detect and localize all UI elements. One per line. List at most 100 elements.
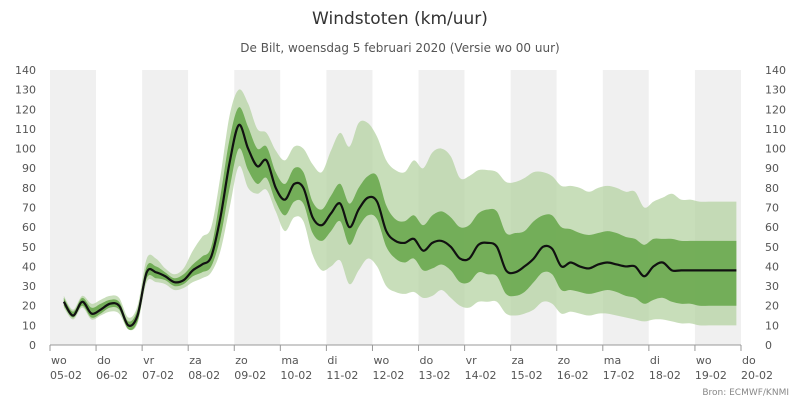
- median-point: [275, 187, 276, 188]
- median-point: [432, 242, 433, 243]
- y-tick-label-right: 140: [765, 64, 786, 77]
- median-point: [386, 230, 387, 231]
- y-tick-label-right: 60: [765, 221, 779, 234]
- median-point: [321, 225, 322, 226]
- x-tick-date: 18-02: [649, 369, 681, 382]
- x-tick-day: wo: [51, 354, 67, 367]
- chart-credit: Bron: ECMWF/KNMI: [702, 388, 789, 398]
- x-tick-date: 13-02: [419, 369, 451, 382]
- x-tick-day: di: [650, 354, 660, 367]
- y-tick-label-right: 70: [765, 202, 779, 215]
- median-point: [496, 246, 497, 247]
- median-point: [570, 262, 571, 263]
- y-tick-label-left: 0: [29, 339, 36, 352]
- median-point: [487, 242, 488, 243]
- median-point: [699, 270, 700, 271]
- y-tick-label-right: 120: [765, 103, 786, 116]
- median-point: [82, 301, 83, 302]
- median-point: [542, 246, 543, 247]
- y-tick-label-right: 40: [765, 260, 779, 273]
- y-tick-label-right: 90: [765, 162, 779, 175]
- y-tick-label-left: 110: [15, 123, 36, 136]
- median-point: [238, 124, 239, 125]
- median-point: [174, 282, 175, 283]
- y-tick-label-left: 130: [15, 84, 36, 97]
- median-point: [303, 187, 304, 188]
- y-tick-label-left: 10: [22, 319, 36, 332]
- y-tick-label-right: 80: [765, 182, 779, 195]
- median-point: [146, 272, 147, 273]
- median-point: [681, 270, 682, 271]
- median-point: [579, 266, 580, 267]
- median-point: [505, 270, 506, 271]
- x-tick-day: ma: [281, 354, 298, 367]
- y-tick-label-left: 100: [15, 143, 36, 156]
- y-tick-label-left: 70: [22, 202, 36, 215]
- median-point: [247, 148, 248, 149]
- median-point: [561, 266, 562, 267]
- median-point: [653, 266, 654, 267]
- median-point: [229, 162, 230, 163]
- median-point: [376, 201, 377, 202]
- day-stripe: [50, 70, 97, 345]
- x-tick-day: zo: [235, 354, 248, 367]
- y-tick-label-left: 80: [22, 182, 36, 195]
- median-point: [192, 270, 193, 271]
- chart-subtitle: De Bilt, woensdag 5 februari 2020 (Versi…: [240, 41, 559, 55]
- y-tick-label-right: 0: [765, 339, 772, 352]
- median-point: [469, 258, 470, 259]
- y-tick-label-left: 60: [22, 221, 36, 234]
- x-tick-date: 10-02: [280, 369, 312, 382]
- median-point: [459, 258, 460, 259]
- x-tick-day: za: [189, 354, 202, 367]
- y-tick-label-right: 20: [765, 300, 779, 313]
- x-tick-day: vr: [466, 354, 478, 367]
- x-tick-date: 20-02: [741, 369, 773, 382]
- median-point: [183, 280, 184, 281]
- median-point: [165, 276, 166, 277]
- median-point: [91, 313, 92, 314]
- median-point: [294, 183, 295, 184]
- x-tick-date: 15-02: [511, 369, 543, 382]
- median-point: [450, 246, 451, 247]
- median-point: [349, 227, 350, 228]
- median-point: [312, 217, 313, 218]
- x-tick-date: 07-02: [142, 369, 174, 382]
- x-tick-date: 06-02: [96, 369, 128, 382]
- chart-title: Windstoten (km/uur): [312, 9, 488, 29]
- y-tick-label-left: 30: [22, 280, 36, 293]
- median-point: [588, 268, 589, 269]
- median-point: [515, 272, 516, 273]
- x-tick-date: 11-02: [326, 369, 358, 382]
- median-point: [607, 262, 608, 263]
- y-tick-label-left: 50: [22, 241, 36, 254]
- median-point: [100, 309, 101, 310]
- y-axis-right: 0 10 20 30 40 50 60 70 80 90 100 110 120 130 140: [765, 64, 786, 352]
- median-point: [330, 213, 331, 214]
- median-point: [413, 238, 414, 239]
- x-tick-date: 05-02: [50, 369, 82, 382]
- median-point: [524, 266, 525, 267]
- median-point: [616, 264, 617, 265]
- median-point: [266, 160, 267, 161]
- median-point: [708, 270, 709, 271]
- median-point: [717, 270, 718, 271]
- x-tick-date: 09-02: [234, 369, 266, 382]
- median-point: [552, 248, 553, 249]
- y-tick-label-left: 120: [15, 103, 36, 116]
- median-point: [257, 166, 258, 167]
- median-point: [533, 258, 534, 259]
- x-tick-day: do: [420, 354, 434, 367]
- median-line-group: [62, 123, 737, 327]
- median-point: [736, 270, 737, 271]
- median-point: [367, 197, 368, 198]
- median-point: [63, 301, 64, 302]
- x-tick-day: vr: [143, 354, 155, 367]
- x-axis: wo 05-02 do 06-02 vr 07-02 za 08-02 zo 09-02 ma 10-…: [49, 344, 773, 382]
- y-tick-label-right: 30: [765, 280, 779, 293]
- x-tick-date: 17-02: [603, 369, 635, 382]
- median-point: [155, 272, 156, 273]
- x-tick-day: di: [327, 354, 337, 367]
